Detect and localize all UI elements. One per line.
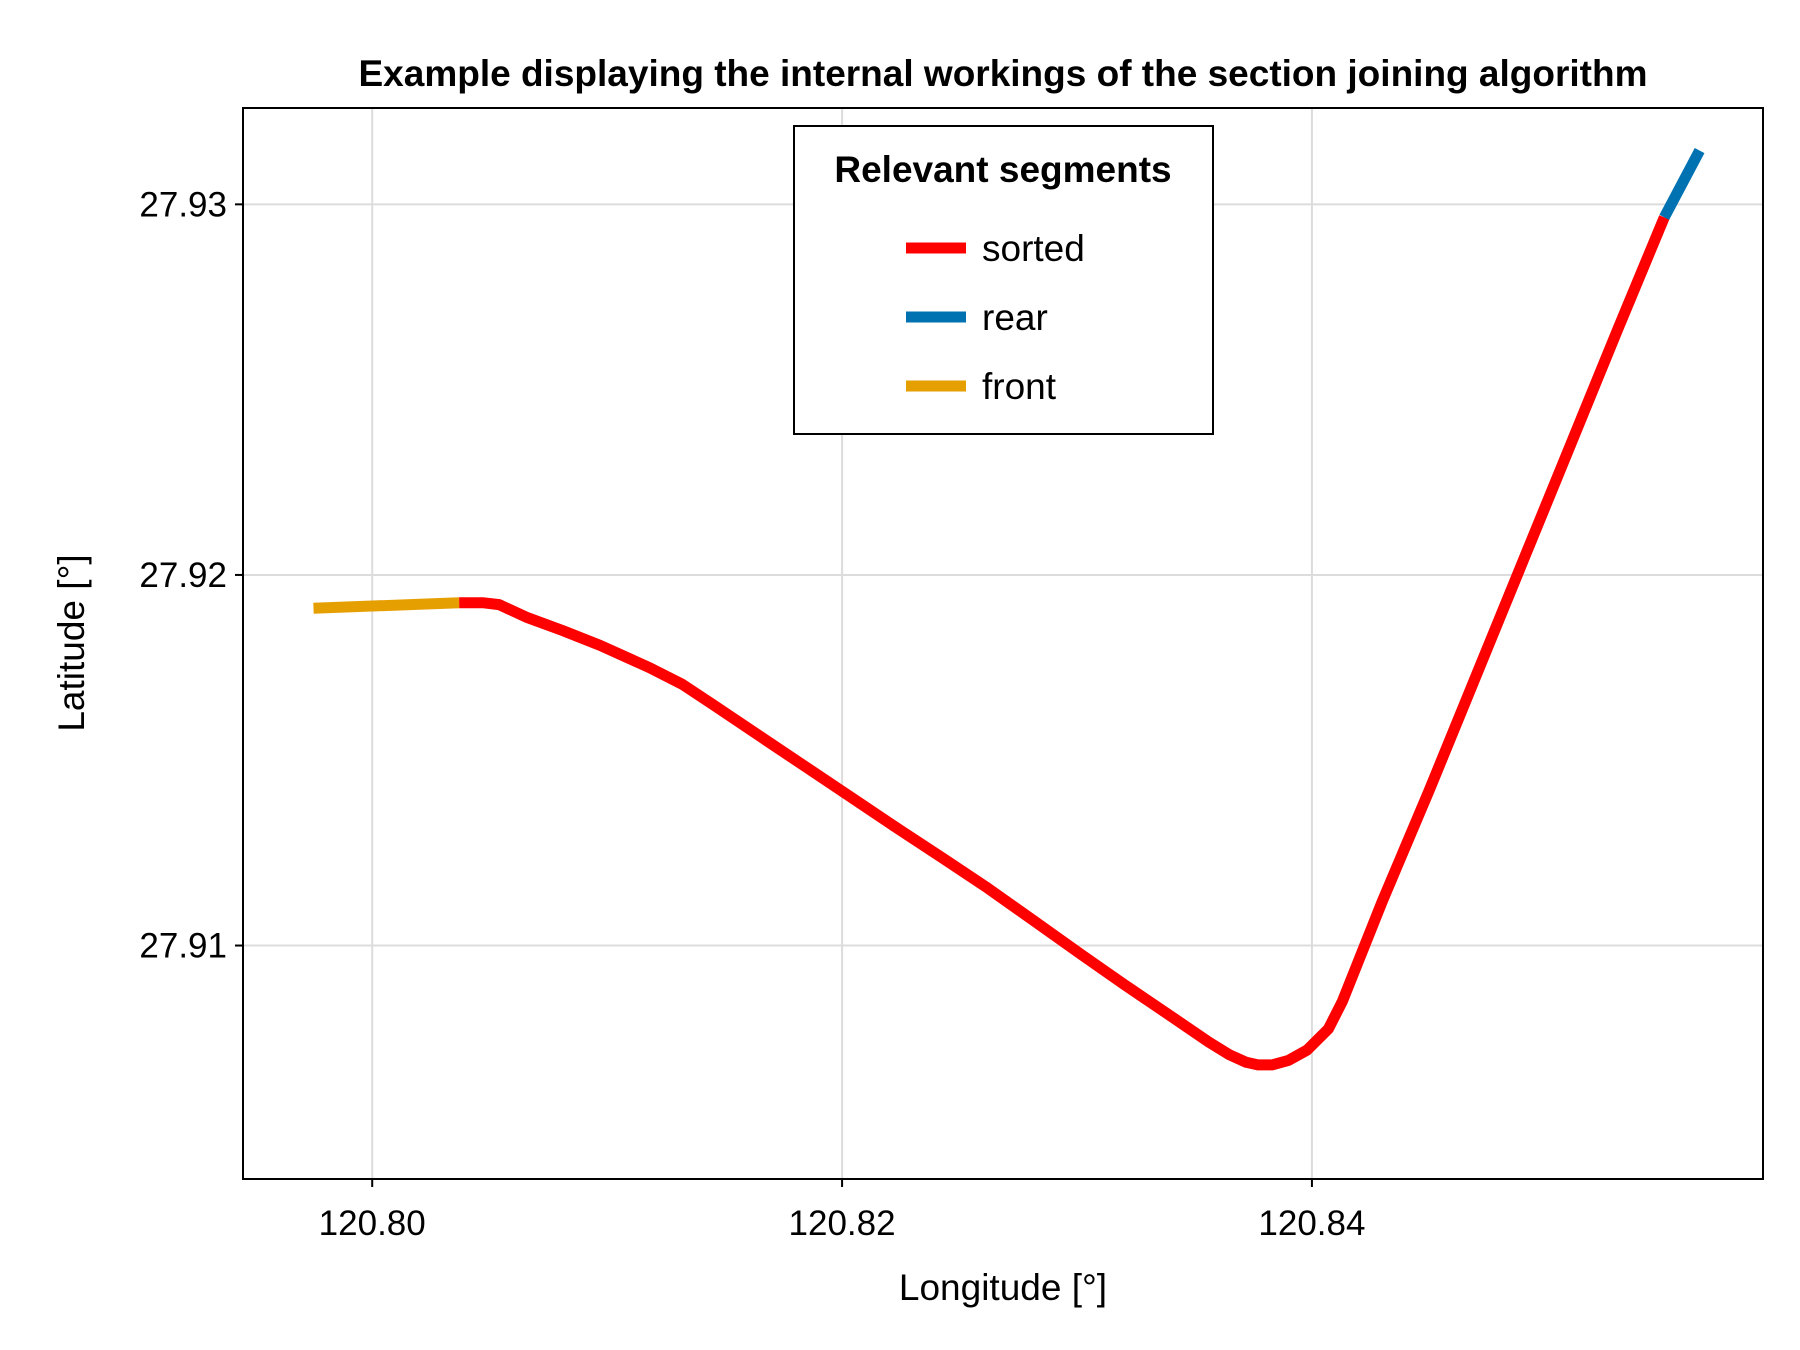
y-tick-label: 27.91 <box>139 927 227 966</box>
series-line-rear <box>1659 148 1705 220</box>
x-axis-label: Longitude [°] <box>899 1267 1107 1308</box>
y-axis-label: Latitude [°] <box>51 554 92 731</box>
legend-entries: sorted rear front <box>906 228 1085 407</box>
y-tick-label: 27.93 <box>139 185 227 224</box>
legend-label-front: front <box>982 366 1057 407</box>
y-tick-label: 27.92 <box>139 556 227 595</box>
legend: Relevant segments sorted rear front <box>793 125 1214 435</box>
axes-ticks: 120.80 120.82 120.84 27.91 27.92 27.93 <box>139 185 1365 1243</box>
plot-frame <box>242 107 1764 1180</box>
x-tick-label: 120.82 <box>789 1204 896 1243</box>
series-line-front <box>313 597 460 614</box>
legend-label-rear: rear <box>982 297 1048 338</box>
legend-box <box>793 125 1214 435</box>
legend-title: Relevant segments <box>834 149 1171 190</box>
x-tick-label: 120.84 <box>1258 1204 1365 1243</box>
chart-title: Example displaying the internal workings… <box>358 53 1647 94</box>
plot-area <box>313 148 1705 1071</box>
legend-label-sorted: sorted <box>982 228 1085 269</box>
x-tick-label: 120.80 <box>319 1204 426 1243</box>
series-line-sorted <box>459 215 1670 1071</box>
